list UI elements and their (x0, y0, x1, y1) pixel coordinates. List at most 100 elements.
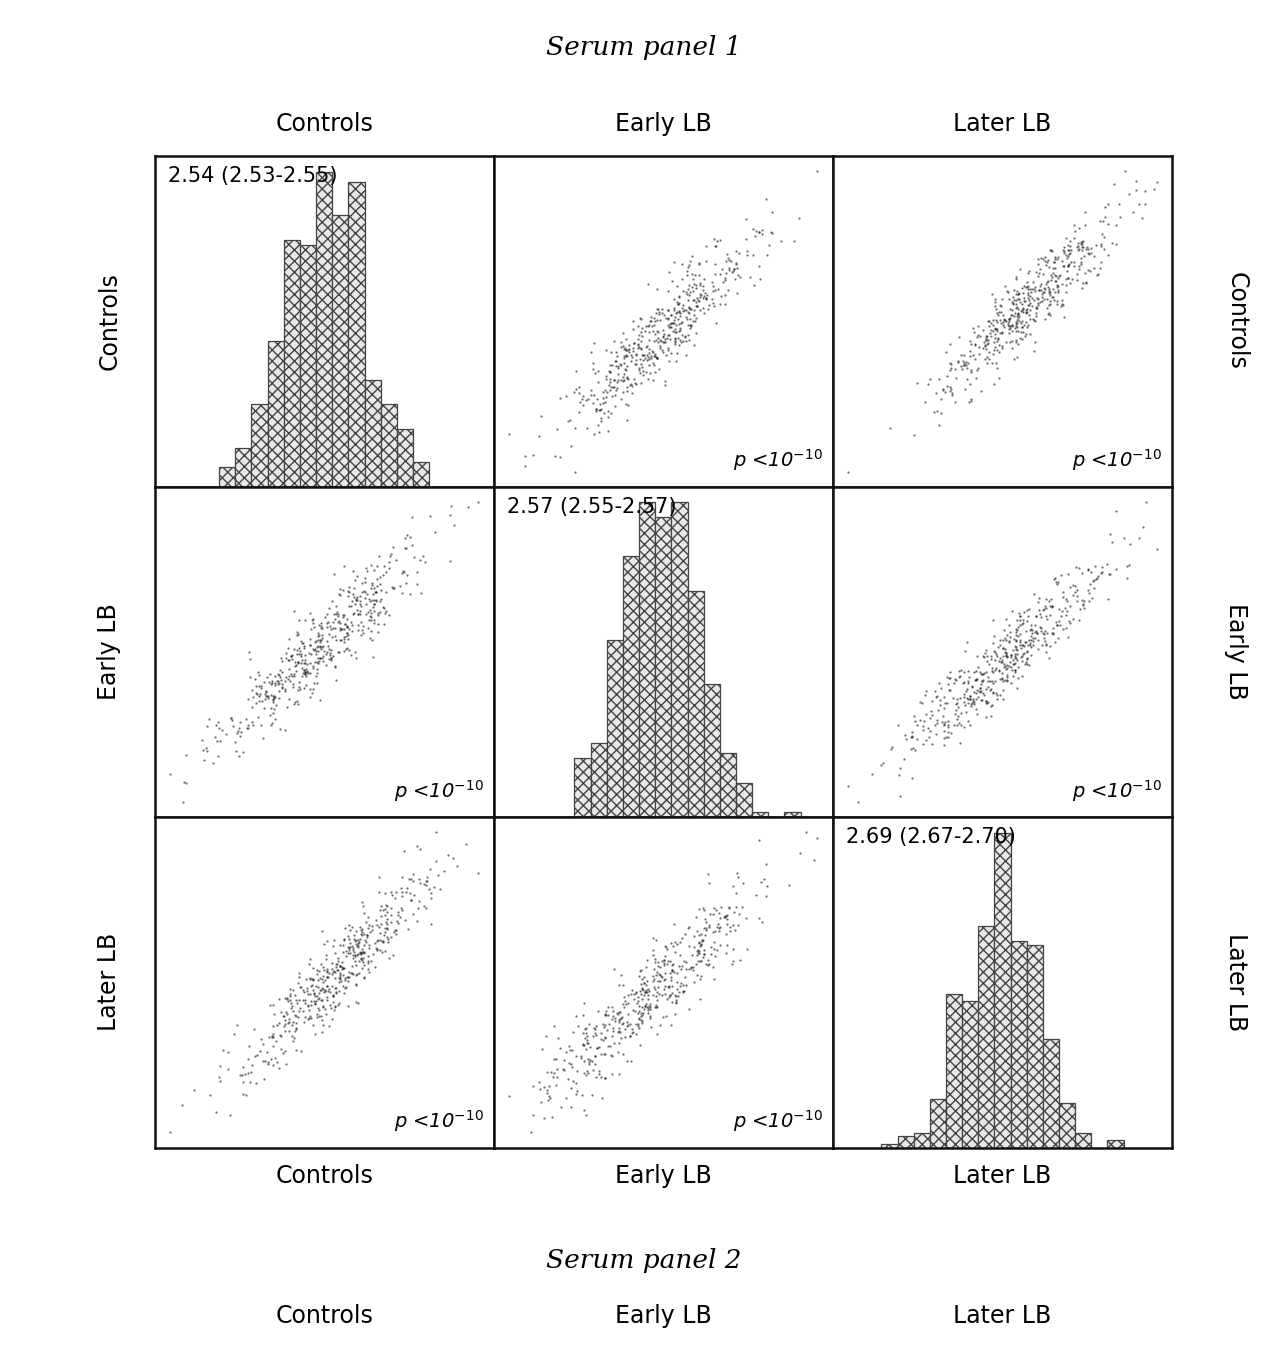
Point (258, 1054, 278, 1076)
Point (638, 995, 658, 1017)
Point (321, 648, 341, 669)
Point (327, 994, 348, 1016)
Point (983, 657, 1003, 679)
Point (683, 959, 703, 980)
Point (249, 706, 269, 728)
Point (1046, 270, 1066, 292)
Point (672, 311, 693, 333)
Point (294, 637, 314, 659)
Point (334, 957, 354, 979)
Point (943, 714, 963, 736)
Point (702, 270, 723, 292)
Point (987, 329, 1007, 350)
Point (375, 898, 395, 919)
Point (672, 979, 693, 1001)
Point (666, 990, 687, 1012)
Point (421, 888, 442, 910)
Point (1025, 261, 1046, 282)
Point (625, 333, 645, 354)
Point (252, 727, 273, 748)
Point (1006, 316, 1027, 338)
Point (925, 714, 945, 736)
Point (934, 720, 954, 741)
Point (1146, 171, 1167, 193)
Point (283, 1027, 304, 1048)
Point (231, 721, 251, 743)
Point (1051, 250, 1072, 272)
Point (711, 285, 732, 307)
Point (737, 244, 757, 266)
Point (907, 728, 927, 750)
Point (685, 310, 706, 331)
Point (598, 995, 618, 1017)
Point (636, 970, 657, 991)
Point (578, 388, 599, 410)
Point (218, 1042, 238, 1063)
Point (705, 938, 725, 960)
Point (685, 906, 706, 928)
Point (647, 997, 667, 1018)
Point (341, 589, 362, 611)
Point (680, 250, 701, 272)
Point (331, 951, 352, 972)
Point (1057, 244, 1078, 266)
Point (729, 243, 750, 265)
Point (641, 306, 662, 327)
Point (1010, 637, 1030, 659)
Point (346, 646, 367, 668)
Point (714, 906, 734, 928)
Point (975, 349, 996, 371)
Point (681, 297, 702, 319)
Point (705, 253, 725, 274)
Point (872, 752, 893, 774)
Point (614, 1025, 635, 1047)
Point (272, 672, 292, 694)
Point (613, 338, 634, 360)
Point (337, 622, 358, 644)
Point (912, 733, 933, 755)
Point (585, 1052, 605, 1074)
Point (1041, 240, 1061, 262)
Point (274, 1013, 295, 1035)
Point (665, 327, 685, 349)
Point (601, 386, 622, 407)
Point (638, 985, 658, 1006)
Point (625, 372, 645, 394)
Point (303, 970, 323, 991)
Point (900, 739, 921, 760)
Point (978, 311, 998, 333)
Point (1084, 555, 1105, 577)
Point (974, 684, 994, 706)
Point (1047, 627, 1068, 649)
Point (657, 327, 677, 349)
Point (343, 955, 363, 976)
Point (1047, 246, 1068, 268)
Point (648, 322, 668, 344)
Point (650, 966, 671, 987)
Point (676, 975, 697, 997)
Point (339, 576, 359, 598)
Point (295, 1006, 316, 1028)
Point (681, 246, 702, 268)
Point (312, 995, 332, 1017)
Point (685, 274, 706, 296)
Point (926, 686, 947, 708)
Point (630, 307, 650, 329)
Point (1011, 293, 1032, 315)
Point (710, 263, 730, 285)
Point (710, 903, 730, 925)
Point (881, 739, 902, 760)
Point (953, 683, 974, 705)
Point (560, 1039, 581, 1061)
Point (951, 665, 971, 687)
Point (334, 631, 354, 653)
Point (674, 974, 694, 995)
Point (403, 546, 424, 568)
Point (1037, 622, 1057, 644)
Point (1019, 653, 1039, 675)
Point (348, 603, 368, 625)
Point (384, 921, 404, 942)
Point (614, 990, 635, 1012)
Point (305, 650, 326, 672)
Point (1095, 196, 1115, 217)
